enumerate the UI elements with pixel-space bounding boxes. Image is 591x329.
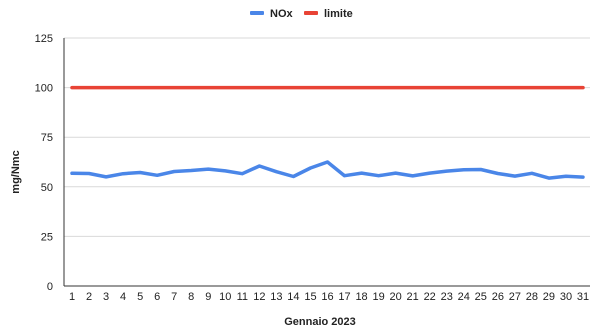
x-tick-label: 8 bbox=[188, 291, 194, 303]
x-tick-label: 9 bbox=[205, 291, 211, 303]
y-tick-label: 50 bbox=[41, 182, 53, 194]
x-tick-label: 3 bbox=[103, 291, 109, 303]
legend-label-limite: limite bbox=[324, 8, 353, 20]
y-axis-ticks: 0 25 50 75 100 125 bbox=[35, 33, 53, 293]
y-axis-title: mg/Nmc bbox=[10, 150, 22, 193]
x-tick-label: 12 bbox=[253, 291, 265, 303]
x-tick-label: 13 bbox=[270, 291, 282, 303]
legend-swatch-limite bbox=[304, 11, 318, 15]
x-tick-label: 24 bbox=[458, 291, 470, 303]
x-tick-label: 11 bbox=[237, 291, 248, 303]
x-tick-label: 17 bbox=[338, 291, 350, 303]
legend-label-nox: NOx bbox=[270, 8, 294, 20]
x-tick-label: 23 bbox=[441, 291, 453, 303]
x-tick-label: 30 bbox=[560, 291, 572, 303]
x-tick-label: 7 bbox=[171, 291, 177, 303]
x-tick-label: 27 bbox=[509, 291, 521, 303]
x-tick-label: 25 bbox=[475, 291, 487, 303]
x-tick-label: 19 bbox=[372, 291, 384, 303]
x-tick-label: 28 bbox=[526, 291, 538, 303]
x-tick-label: 2 bbox=[86, 291, 92, 303]
x-tick-label: 29 bbox=[543, 291, 555, 303]
legend: NOx limite bbox=[250, 8, 353, 20]
series-layer bbox=[70, 85, 585, 180]
y-tick-label: 75 bbox=[41, 132, 53, 144]
series-line-nox bbox=[70, 160, 585, 180]
y-tick-label: 0 bbox=[47, 281, 53, 293]
x-tick-label: 14 bbox=[287, 291, 299, 303]
y-tick-label: 25 bbox=[41, 231, 53, 243]
x-tick-label: 6 bbox=[154, 291, 160, 303]
x-tick-label: 21 bbox=[407, 291, 419, 303]
y-tick-label: 100 bbox=[35, 83, 53, 95]
x-tick-label: 10 bbox=[219, 291, 231, 303]
y-tick-label: 125 bbox=[35, 33, 53, 45]
x-tick-label: 31 bbox=[577, 291, 589, 303]
x-tick-label: 20 bbox=[390, 291, 402, 303]
x-tick-label: 22 bbox=[424, 291, 436, 303]
x-tick-label: 15 bbox=[304, 291, 316, 303]
x-axis-ticks: 1 2 3 4 5 6 7 8 9 10 11 12 13 14 15 16 17 18 19 20 21 22 23 24 2… bbox=[69, 291, 589, 303]
x-tick-label: 26 bbox=[492, 291, 504, 303]
x-tick-label: 5 bbox=[137, 291, 143, 303]
legend-swatch-nox bbox=[250, 11, 264, 15]
x-tick-label: 16 bbox=[321, 291, 333, 303]
x-tick-label: 18 bbox=[355, 291, 367, 303]
x-tick-label: 1 bbox=[69, 291, 75, 303]
x-axis-title: Gennaio 2023 bbox=[284, 316, 356, 328]
x-tick-label: 4 bbox=[120, 291, 126, 303]
